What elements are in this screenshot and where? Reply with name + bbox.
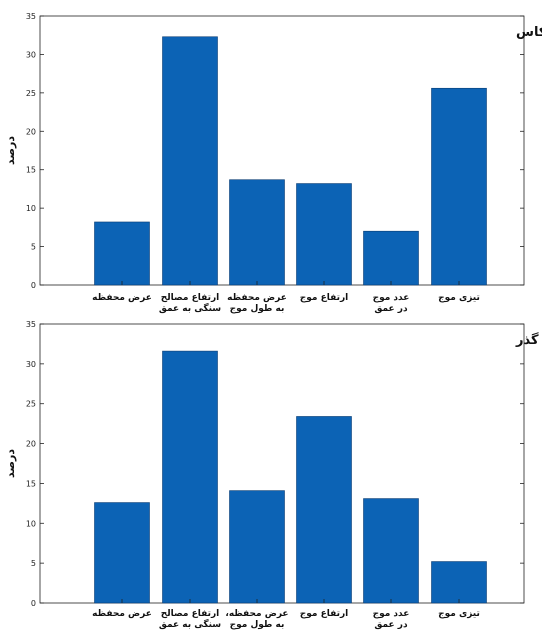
y-tick-label: 15 bbox=[26, 479, 36, 488]
bar-2 bbox=[162, 350, 218, 604]
chart-panel-2: 0 5 10 15 20 25 30 35 عرض محفظه ارتفاع مصالح سنگی … bbox=[4, 320, 542, 630]
chart-title: ضریب گذر bbox=[515, 332, 542, 348]
y-tick-label: 10 bbox=[26, 519, 36, 528]
y-tick-label: 10 bbox=[26, 204, 36, 213]
y-tick-label: 30 bbox=[26, 50, 36, 59]
bar-2 bbox=[162, 36, 218, 286]
x-category-label: ارتفاع موج bbox=[300, 293, 349, 303]
y-tick-label: 35 bbox=[26, 320, 36, 329]
y-tick-label: 25 bbox=[26, 89, 36, 98]
bar-4 bbox=[296, 183, 352, 286]
bar-6 bbox=[431, 87, 487, 286]
y-tick-label: 25 bbox=[26, 400, 36, 409]
bar-6 bbox=[431, 561, 487, 604]
bar-1 bbox=[94, 221, 150, 286]
x-category-label: تیزی موج bbox=[438, 609, 480, 619]
chart-panel-1: 0 5 10 15 20 25 30 35 عرض محفظه ارتفاع مصالح سنگی … bbox=[4, 12, 542, 314]
y-tick-label: 35 bbox=[26, 12, 36, 21]
chart-title: ضریب انعکاس bbox=[516, 25, 542, 40]
x-category-label: عرض محفظه bbox=[92, 609, 152, 619]
bar-3 bbox=[229, 179, 285, 286]
x-category-label: تیزی موج bbox=[438, 293, 480, 303]
bar-5 bbox=[363, 498, 419, 604]
y-tick-label: 5 bbox=[31, 243, 36, 252]
x-category-label: عرض محفظه، به طول موج bbox=[225, 609, 288, 630]
bar-4 bbox=[296, 416, 352, 604]
x-category-label: ارتفاع موج bbox=[300, 609, 349, 619]
y-axis-label: درصد bbox=[4, 449, 17, 478]
x-category-label: عرض محفظه bbox=[92, 293, 152, 303]
x-category-label: عدد موج در عمق bbox=[373, 293, 410, 314]
x-category-label: عدد موج در عمق bbox=[373, 609, 410, 630]
bar-5 bbox=[363, 230, 419, 286]
y-tick-label: 30 bbox=[26, 360, 36, 369]
y-tick-label: 20 bbox=[26, 127, 36, 136]
bar-3 bbox=[229, 490, 285, 604]
y-tick-label: 15 bbox=[26, 166, 36, 175]
bar-1 bbox=[94, 502, 150, 604]
y-tick-label: 5 bbox=[31, 559, 36, 568]
x-category-label: ارتفاع مصالح سنگی به عمق bbox=[159, 293, 221, 314]
y-tick-label: 20 bbox=[26, 440, 36, 449]
y-tick-label: 0 bbox=[31, 281, 36, 290]
y-axis-label: درصد bbox=[4, 136, 17, 165]
x-category-label: ارتفاع مصالح سنگی به عمق bbox=[159, 609, 221, 630]
y-tick-label: 0 bbox=[31, 599, 36, 608]
x-category-label: عرض محفظه به طول موج bbox=[227, 293, 287, 314]
